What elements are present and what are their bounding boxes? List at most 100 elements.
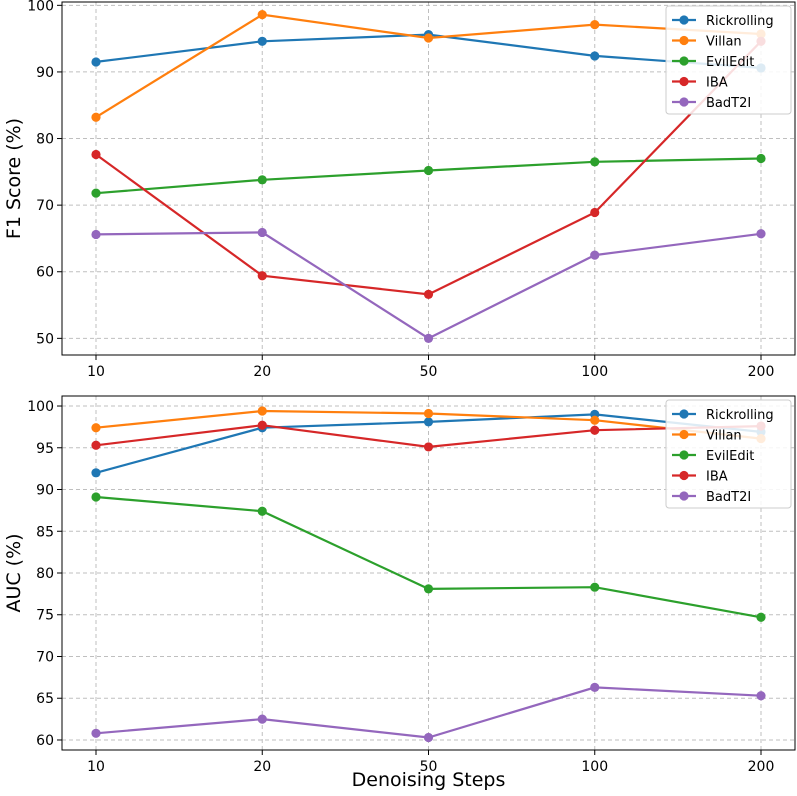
legend-swatch-marker [679,409,689,419]
legend-item: IBA [672,76,728,91]
legend-item: BadT2I [672,490,751,505]
data-point [257,10,267,20]
legend-item: Rickrolling [672,14,774,29]
x-tick-label: 200 [748,759,775,775]
data-point [91,468,101,478]
legend-item: BadT2I [672,96,751,111]
legend-label: Rickrolling [706,408,774,423]
data-point [423,584,434,594]
data-point [590,682,600,692]
legend-swatch-marker [679,470,689,481]
legend-item: EvilEdit [672,55,754,70]
y-tick-label: 50 [36,331,54,347]
x-tick-label: 100 [581,759,608,775]
legend-label: EvilEdit [706,449,754,464]
data-point [756,153,766,164]
x-tick-label: 50 [420,364,438,380]
y-axis-title: F1 Score (%) [3,118,25,239]
data-point [590,425,600,435]
data-point [756,229,766,239]
legend-item: Rickrolling [672,408,774,423]
legend-label: Rickrolling [706,14,774,29]
data-point [257,420,267,430]
plot-frame [61,1,796,356]
y-tick-label: 70 [36,649,54,665]
data-point [91,112,101,122]
x-tick-label: 10 [87,364,105,380]
legend-label: EvilEdit [706,55,754,70]
data-point [257,227,267,238]
legend-swatch-marker [679,56,689,66]
y-tick-label: 80 [36,132,54,148]
y-tick-label: 100 [27,399,54,415]
data-point [423,33,434,43]
data-point [423,333,434,343]
y-tick-label: 60 [36,733,54,749]
data-point [91,423,101,433]
data-point [91,492,101,502]
y-tick-label: 100 [27,0,54,14]
data-point [590,415,600,425]
data-point [590,250,600,260]
y-axis-title: AUC (%) [3,533,25,612]
data-point [423,289,434,299]
y-tick-label: 90 [36,483,54,499]
legend-swatch-marker [679,15,689,25]
legend-swatch-marker [679,450,689,460]
legend-swatch-marker [679,35,689,46]
legend-item: Villan [672,35,742,50]
data-point [257,506,267,516]
plot-frame [61,395,796,751]
data-point [257,406,267,416]
data-point [756,612,766,622]
legend: Rickrolling Villan EvilEdit IBA BadT2I [665,5,792,115]
data-point [91,229,101,240]
data-point [257,271,267,281]
legend: Rickrolling Villan EvilEdit IBA BadT2I [665,399,792,509]
data-point [590,20,600,30]
data-point [257,714,267,724]
auc-chart: 10 20 50 100 200 60 65 70 75 80 85 90 95 100 AUC (%) De… [3,395,796,791]
x-tick-label: 10 [87,759,105,775]
legend-box [665,399,792,509]
data-point [590,51,600,61]
legend-label: Villan [706,35,742,50]
x-tick-label: 50 [420,759,438,775]
y-tick-label: 80 [36,566,54,582]
legend-swatch-marker [679,429,689,440]
series-eviledit [91,492,766,622]
series-badt2i [91,227,766,343]
data-point [91,440,101,450]
data-point [91,149,101,160]
legend-label: IBA [706,470,728,485]
legend-swatch-marker [679,97,689,107]
f1-score-chart: 10 20 50 100 200 50 60 70 80 90 100 F1 Score (%) Ric… [3,0,796,380]
legend-label: Villan [706,429,742,444]
x-axis-title: Denoising Steps [352,769,506,791]
legend-item: EvilEdit [672,449,754,464]
legend-item: Villan [672,429,742,444]
data-point [590,157,600,167]
y-tick-label: 75 [36,608,54,624]
data-point [257,175,267,185]
x-tick-label: 20 [253,364,271,380]
data-point [423,417,434,427]
x-tick-label: 200 [748,364,775,380]
data-point [590,582,600,592]
data-point [91,57,101,67]
data-point [423,408,434,419]
legend-swatch-marker [679,491,689,501]
data-point [91,728,101,738]
data-point [257,36,267,46]
x-tick-label: 100 [581,364,608,380]
data-point [423,732,434,743]
y-tick-label: 70 [36,198,54,214]
series-badt2i [91,682,766,743]
legend-box [665,5,792,115]
legend-swatch-marker [679,76,689,87]
legend-label: BadT2I [706,490,751,505]
data-point [91,188,101,198]
legend-label: BadT2I [706,96,751,111]
y-tick-label: 85 [36,524,54,540]
